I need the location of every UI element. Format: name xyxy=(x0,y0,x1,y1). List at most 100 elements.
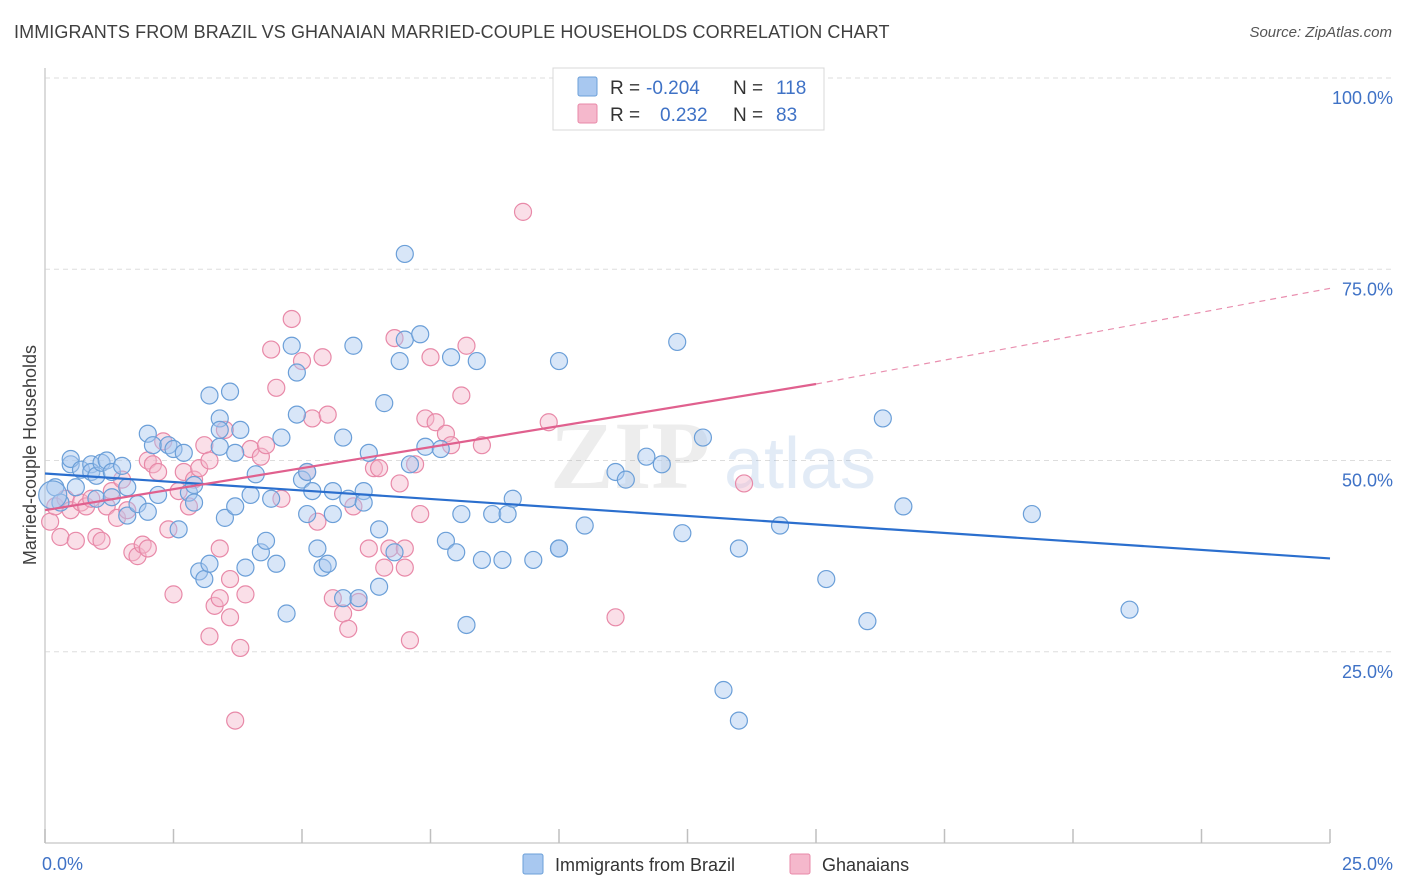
x-tick-label: 0.0% xyxy=(42,854,83,874)
y-tick-label: 25.0% xyxy=(1342,662,1393,682)
brazil-point xyxy=(1022,504,1041,524)
ghanaians-point xyxy=(210,589,229,608)
ghanaians-point xyxy=(452,386,471,405)
brazil-point xyxy=(370,577,389,596)
ghanaians-point xyxy=(303,409,322,428)
stats-legend-swatch-ghanaians xyxy=(577,103,598,124)
ghanaians-point xyxy=(241,439,260,459)
ghanaians-point xyxy=(405,455,425,474)
brazil-point xyxy=(431,439,450,459)
trend-line-ghanaians-extension xyxy=(815,287,1331,385)
brazil-point xyxy=(138,424,157,443)
ghanaians-point xyxy=(395,558,414,577)
ghanaians-point xyxy=(164,585,183,604)
brazil-point xyxy=(447,543,466,562)
ghanaians-point xyxy=(195,436,214,455)
ghanaians-point xyxy=(513,202,533,221)
stats-r-label-1: R = xyxy=(610,78,640,99)
brazil-point xyxy=(441,348,461,367)
brazil-point xyxy=(616,470,635,489)
brazil-point xyxy=(483,504,502,524)
ghanaians-point xyxy=(66,531,85,550)
legend-swatch-brazil xyxy=(522,853,544,875)
y-tick-label: 75.0% xyxy=(1342,279,1393,299)
ghanaians-point xyxy=(339,619,358,638)
brazil-point xyxy=(210,437,229,456)
ghanaians-point xyxy=(272,489,291,508)
ghanaians-point xyxy=(92,531,111,550)
source-label: Source: ZipAtlas.com xyxy=(1249,24,1392,41)
ghanaians-point xyxy=(421,348,440,367)
ghanaians-point xyxy=(370,459,389,478)
brazil-point xyxy=(308,539,327,558)
brazil-point xyxy=(226,443,245,462)
x-tick-labels: 0.0% 25.0% xyxy=(42,854,1393,874)
brazil-point xyxy=(472,550,491,570)
y-tick-label: 100.0% xyxy=(1332,88,1393,108)
brazil-point xyxy=(282,336,301,355)
ghanaians-point xyxy=(318,405,337,424)
brazil-point xyxy=(66,478,85,497)
ghanaians-point xyxy=(262,340,281,359)
brazil-point xyxy=(436,531,456,550)
brazil-point xyxy=(354,493,373,512)
brazil-point xyxy=(729,539,749,558)
brazil-point xyxy=(287,405,306,424)
trend-lines xyxy=(44,287,1331,560)
brazil-point xyxy=(457,615,476,635)
brazil-point xyxy=(524,550,543,570)
ghanaians-point xyxy=(457,336,476,355)
brazil-point xyxy=(452,504,471,524)
stats-n-label-2: N = xyxy=(733,105,763,126)
brazil-point xyxy=(395,244,414,264)
brazil-point xyxy=(334,428,353,447)
ghanaians-point xyxy=(426,413,445,432)
brazil-point xyxy=(102,462,121,482)
brazil-point xyxy=(334,589,353,608)
brazil-point xyxy=(138,502,157,521)
brazil-point xyxy=(652,455,671,474)
trend-line-ghanaians xyxy=(44,382,817,512)
brazil-point xyxy=(61,455,80,474)
ghanaians-point xyxy=(334,604,353,623)
stats-legend-swatch-brazil xyxy=(577,76,598,97)
brazil-point xyxy=(200,554,219,573)
brazil-point xyxy=(184,493,204,512)
brazil-point xyxy=(148,485,168,505)
ghanaians-point xyxy=(292,351,312,371)
ghanaians-point xyxy=(323,589,342,608)
bottom-legend: Immigrants from Brazil Ghanaians xyxy=(522,853,909,875)
chart-title: IMMIGRANTS FROM BRAZIL VS GHANAIAN MARRI… xyxy=(14,22,890,42)
ghanaians-point xyxy=(251,447,270,466)
brazil-point xyxy=(164,439,183,459)
stats-n-value-1: 118 xyxy=(776,78,806,99)
ghanaians-point xyxy=(282,309,301,329)
brazil-point xyxy=(729,711,749,730)
brazil-point xyxy=(467,351,486,371)
legend-label-brazil: Immigrants from Brazil xyxy=(555,855,735,875)
brazil-point xyxy=(118,506,137,525)
brazil-point xyxy=(87,489,106,508)
brazil-point xyxy=(575,516,594,535)
ghanaians-point xyxy=(148,462,168,482)
trend-line-brazil xyxy=(44,472,1331,560)
brazil-point xyxy=(267,554,286,573)
brazil-point xyxy=(210,420,229,439)
legend-label-ghanaians: Ghanaians xyxy=(822,855,909,875)
x-tick-label: 25.0% xyxy=(1342,854,1393,874)
y-axis-label: Married-couple Households xyxy=(20,345,40,565)
brazil-point xyxy=(858,612,877,631)
ghanaians-point xyxy=(375,558,394,577)
brazil-point xyxy=(770,516,790,535)
ghanaians-point xyxy=(416,409,435,428)
brazil-point xyxy=(118,478,137,497)
y-tick-labels: 25.0% 50.0% 75.0% 100.0% xyxy=(1332,88,1393,682)
ghanaians-point xyxy=(220,569,240,589)
brazil-point xyxy=(873,409,892,428)
brazil-point xyxy=(503,489,522,508)
brazil-point xyxy=(395,330,414,349)
brazil-point xyxy=(231,420,250,439)
ghanaians-point xyxy=(215,420,234,439)
brazil-point xyxy=(349,589,368,608)
brazil-point xyxy=(272,428,291,447)
